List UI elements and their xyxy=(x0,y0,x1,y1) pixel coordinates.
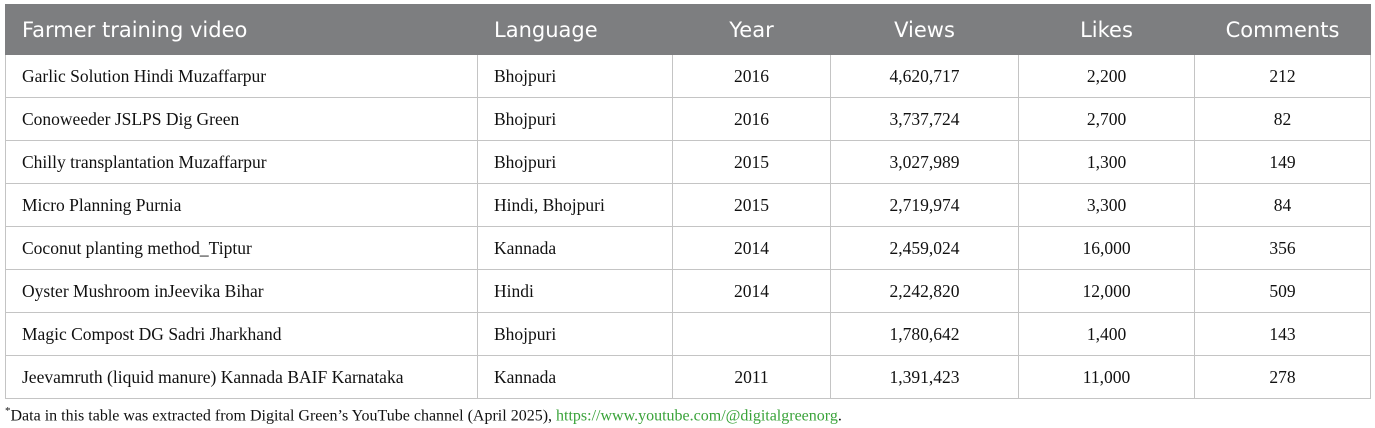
footnote-text: Data in this table was extracted from Di… xyxy=(10,407,557,425)
table-cell: Kannada xyxy=(477,355,673,399)
table-cell: Hindi, Bhojpuri xyxy=(477,183,673,227)
column-header: Views xyxy=(830,4,1019,55)
table-row: Chilly transplantation Muzaffarpur Bhojpu… xyxy=(5,140,1371,184)
table-cell: 3,027,989 xyxy=(830,140,1019,184)
table-cell: 1,780,642 xyxy=(830,312,1019,356)
table-cell: 2016 xyxy=(672,97,831,141)
table-cell: Chilly transplantation Muzaffarpur xyxy=(5,140,478,184)
table-cell: 2,200 xyxy=(1018,54,1195,98)
column-header: Language xyxy=(477,4,673,55)
table-cell: 143 xyxy=(1194,312,1371,356)
table-row: Garlic Solution Hindi Muzaffarpur Bhojpur… xyxy=(5,54,1371,98)
table-cell: Garlic Solution Hindi Muzaffarpur xyxy=(5,54,478,98)
table-row: Jeevamruth (liquid manure) Kannada BAIF … xyxy=(5,355,1371,399)
table-cell: 149 xyxy=(1194,140,1371,184)
table-cell: 12,000 xyxy=(1018,269,1195,313)
table-cell: 1,391,423 xyxy=(830,355,1019,399)
table-cell: Bhojpuri xyxy=(477,54,673,98)
table-cell: 3,300 xyxy=(1018,183,1195,227)
data-table: Farmer training video Language Year Views Li… xyxy=(5,4,1371,399)
table-cell: 278 xyxy=(1194,355,1371,399)
table-cell: Bhojpuri xyxy=(477,140,673,184)
footnote-marker: * xyxy=(5,405,11,417)
table-cell: 2,242,820 xyxy=(830,269,1019,313)
table-row: Conoweeder JSLPS Dig Green Bhojpuri 2016 3,… xyxy=(5,97,1371,141)
table-cell: 16,000 xyxy=(1018,226,1195,270)
table-row: Oyster Mushroom inJeevika Bihar Hindi 2014… xyxy=(5,269,1371,313)
table-cell: Bhojpuri xyxy=(477,312,673,356)
table-cell: 4,620,717 xyxy=(830,54,1019,98)
table-cell: 2015 xyxy=(672,140,831,184)
footnote-link[interactable]: https://www.youtube.com/@digitalgreenorg xyxy=(556,407,838,425)
column-header: Comments xyxy=(1194,4,1371,55)
table-row: Micro Planning Purnia Hindi, Bhojpuri 2015… xyxy=(5,183,1371,227)
table-cell: 1,300 xyxy=(1018,140,1195,184)
table-cell: 509 xyxy=(1194,269,1371,313)
table-cell: 2014 xyxy=(672,269,831,313)
table-row: Magic Compost DG Sadri Jharkhand Bhojpuri… xyxy=(5,312,1371,356)
table-cell: 2011 xyxy=(672,355,831,399)
table-cell: 2016 xyxy=(672,54,831,98)
table-cell: Coconut planting method_Tiptur xyxy=(5,226,478,270)
table-cell: Magic Compost DG Sadri Jharkhand xyxy=(5,312,478,356)
table-cell: 2,719,974 xyxy=(830,183,1019,227)
table-cell: 82 xyxy=(1194,97,1371,141)
table-body: Garlic Solution Hindi Muzaffarpur Bhojpur… xyxy=(5,54,1371,399)
table-cell: Oyster Mushroom inJeevika Bihar xyxy=(5,269,478,313)
header-row: Farmer training video Language Year Views Li… xyxy=(5,4,1371,55)
table-cell: 356 xyxy=(1194,226,1371,270)
column-header: Year xyxy=(672,4,831,55)
footnote-end: . xyxy=(837,407,842,425)
table-cell: 2,700 xyxy=(1018,97,1195,141)
table-cell: 84 xyxy=(1194,183,1371,227)
table-cell: Bhojpuri xyxy=(477,97,673,141)
footnote: *Data in this table was extracted from D… xyxy=(5,405,842,425)
column-header: Farmer training video xyxy=(5,4,478,55)
table-cell: Jeevamruth (liquid manure) Kannada BAIF … xyxy=(5,355,478,399)
table-cell xyxy=(672,312,831,356)
table-cell: 11,000 xyxy=(1018,355,1195,399)
table-cell: 2015 xyxy=(672,183,831,227)
table-cell: Conoweeder JSLPS Dig Green xyxy=(5,97,478,141)
table-cell: Kannada xyxy=(477,226,673,270)
table-cell: 2014 xyxy=(672,226,831,270)
table-cell: 3,737,724 xyxy=(830,97,1019,141)
column-header: Likes xyxy=(1018,4,1195,55)
table-cell: Hindi xyxy=(477,269,673,313)
table-cell: Micro Planning Purnia xyxy=(5,183,478,227)
table-cell: 212 xyxy=(1194,54,1371,98)
table-cell: 1,400 xyxy=(1018,312,1195,356)
table-row: Coconut planting method_Tiptur Kannada 201… xyxy=(5,226,1371,270)
table-cell: 2,459,024 xyxy=(830,226,1019,270)
